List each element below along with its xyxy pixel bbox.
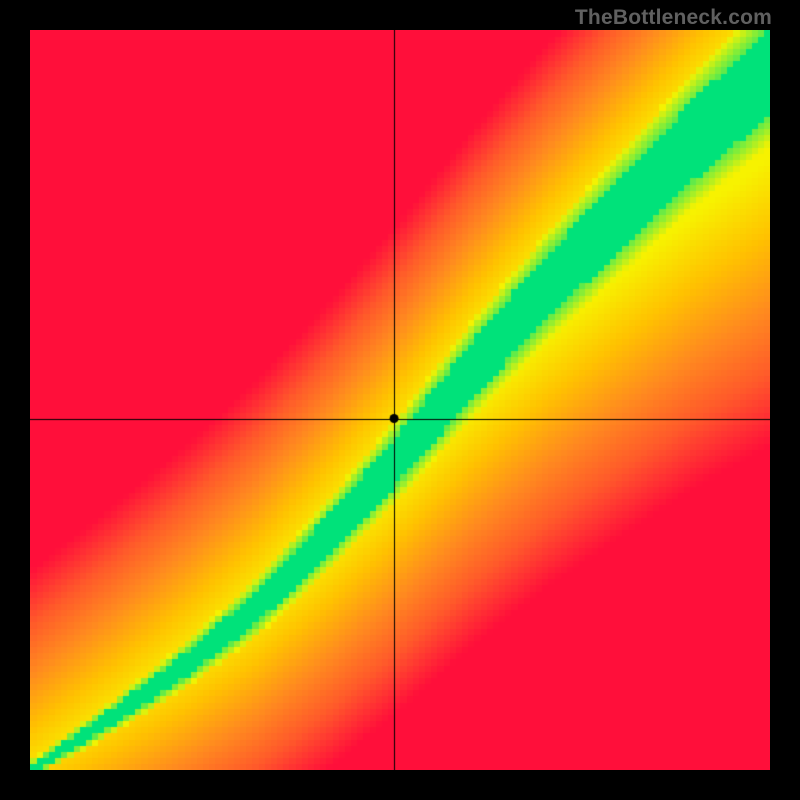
watermark-text: TheBottleneck.com [575,6,772,30]
bottleneck-heatmap [30,30,770,770]
chart-container: TheBottleneck.com [0,0,800,800]
